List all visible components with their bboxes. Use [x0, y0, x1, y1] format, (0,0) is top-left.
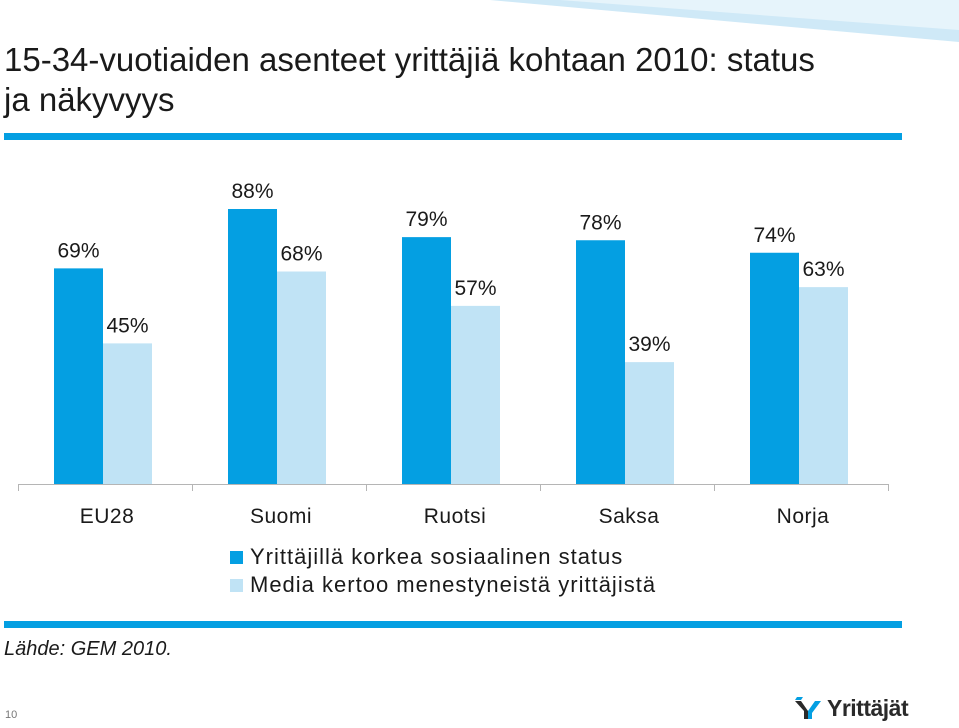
- data-label-norja-series2: 63%: [802, 258, 844, 281]
- data-label-norja-series1: 74%: [753, 224, 795, 247]
- bottom-rule: [4, 621, 902, 628]
- data-label-ruotsi-series1: 79%: [405, 208, 447, 231]
- bar-suomi-series1: [228, 209, 277, 484]
- logo-text: Yrittäjät: [827, 695, 909, 721]
- legend-label-series2: Media kertoo menestyneistä yrittäjistä: [250, 572, 657, 597]
- bar-ruotsi-series1: [402, 237, 451, 484]
- top-rule: [4, 133, 902, 140]
- bar-saksa-series2: [625, 362, 674, 484]
- bar-norja-series1: [750, 252, 799, 484]
- category-label-saksa: Saksa: [599, 505, 660, 528]
- data-label-ruotsi-series2: 57%: [454, 277, 496, 300]
- data-label-saksa-series1: 78%: [579, 211, 621, 234]
- legend-swatch-series1: [230, 550, 243, 564]
- bar-suomi-series2: [277, 271, 326, 484]
- bar-saksa-series1: [576, 240, 625, 484]
- yrittajat-logo-icon: [795, 696, 821, 719]
- chart-legend: Yrittäjillä korkea sosiaalinen status Me…: [230, 543, 656, 599]
- bar-norja-series2: [799, 287, 848, 484]
- category-label-suomi: Suomi: [250, 505, 312, 528]
- data-label-eu28-series2: 45%: [106, 314, 148, 337]
- bar-eu28-series2: [103, 343, 152, 484]
- source-note: Lähde: GEM 2010.: [4, 638, 172, 660]
- bar-chart: 69% 45% EU28 88% 68% Suomi 79% 57% Ruotsi 78% 39% S…: [18, 180, 889, 528]
- data-label-suomi-series2: 68%: [280, 243, 322, 266]
- legend-label-series1: Yrittäjillä korkea sosiaalinen status: [250, 544, 624, 569]
- data-label-suomi-series1: 88%: [231, 180, 273, 203]
- legend-item-series1: Yrittäjillä korkea sosiaalinen status: [230, 543, 656, 571]
- legend-swatch-series2: [230, 578, 243, 592]
- data-label-saksa-series2: 39%: [628, 333, 670, 356]
- legend-item-series2: Media kertoo menestyneistä yrittäjistä: [230, 571, 656, 599]
- category-label-ruotsi: Ruotsi: [424, 505, 487, 528]
- bar-eu28-series1: [54, 268, 103, 484]
- category-label-norja: Norja: [777, 505, 830, 528]
- header-decoration: [490, 0, 959, 42]
- page-number: 10: [5, 709, 18, 721]
- data-label-eu28-series1: 69%: [57, 239, 99, 262]
- category-label-eu28: EU28: [80, 505, 135, 528]
- page-title: 15-34-vuotiaiden asenteet yrittäjiä koht…: [4, 41, 815, 118]
- bar-ruotsi-series2: [451, 305, 500, 484]
- yrittajat-logo: Yrittäjät: [793, 695, 909, 722]
